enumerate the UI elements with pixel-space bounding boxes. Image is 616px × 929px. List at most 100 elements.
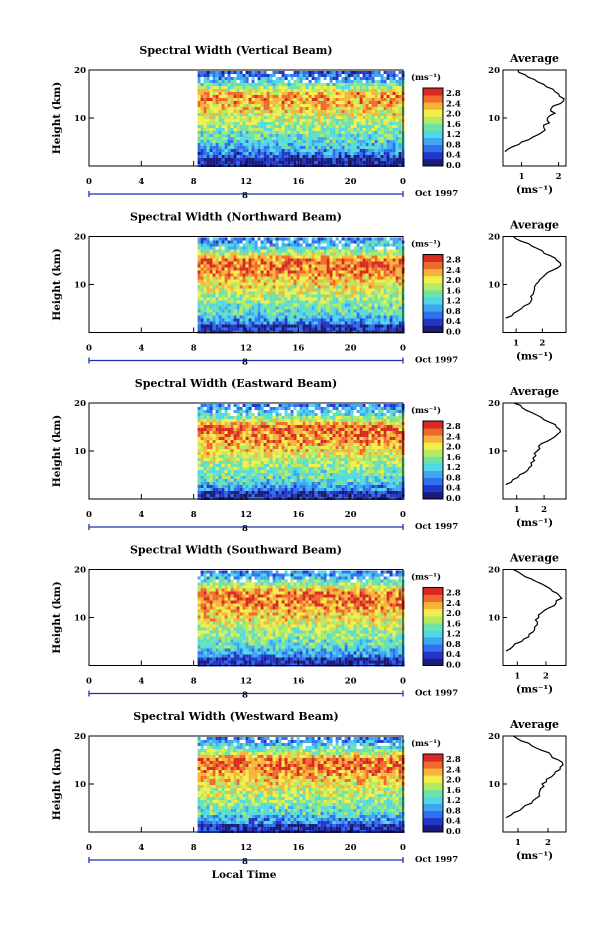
colorbar-tick-label: 2.0 (446, 609, 461, 619)
profile-title: Average (509, 52, 559, 65)
colorbar-band (423, 88, 443, 96)
colorbar-tick-label: 1.6 (446, 120, 461, 130)
colorbar-frame (422, 587, 444, 666)
xtick-label: 4 (138, 344, 144, 354)
colorbar-band (423, 144, 443, 153)
profile-title: Average (509, 718, 559, 731)
colorbar-frame (422, 87, 444, 167)
xtick-label: 4 (138, 843, 144, 853)
ytick-label: 10 (74, 780, 86, 790)
colorbar-unit: (ms⁻¹) (411, 239, 441, 250)
xtick-label: 0 (400, 344, 406, 354)
colorbar-tick-label: 2.8 (446, 422, 461, 432)
colorbar-tick-label: 2.0 (446, 443, 461, 453)
profile-ytick-label: 20 (488, 732, 500, 742)
beam-panel-5: Spectral Width (Westward Beam)1020Height… (51, 710, 567, 867)
colorbar-band (423, 449, 443, 457)
profile-xtick-label: 2 (545, 838, 551, 848)
colorbar-tick-label: 2.0 (446, 776, 461, 786)
profile-frame (502, 735, 567, 833)
xlabel-local-time: Local Time (212, 869, 277, 881)
colorbar-band (423, 484, 443, 493)
colorbar-tick-label: 2.4 (446, 432, 461, 442)
colorbar-band (423, 637, 443, 645)
xtick-label: 8 (191, 344, 197, 354)
colorbar-band (423, 789, 443, 797)
beam-panel-4: Spectral Width (Southward Beam)1020Heigh… (51, 544, 567, 701)
profile-xtick-label: 1 (519, 172, 525, 182)
colorbar-band (423, 491, 443, 500)
colorbar-band (423, 325, 443, 333)
colorbar-tick-label: 2.8 (446, 755, 461, 765)
date-label: Oct 1997 (415, 189, 458, 199)
colorbar-tick-label: 2.8 (446, 256, 461, 266)
colorbar-tick-label: 2.4 (446, 266, 461, 276)
colorbar-band (423, 290, 443, 298)
ytick-label: 10 (74, 447, 86, 457)
colorbar-tick-label: 1.6 (446, 286, 461, 296)
colorbar-band (423, 261, 443, 270)
colorbar-tick-label: 0.8 (446, 140, 461, 150)
colorbar-tick-label: 2.4 (446, 99, 461, 109)
colorbar-tick-label: 0.0 (446, 328, 461, 338)
colorbar-band (423, 95, 443, 103)
colorbar-band (423, 109, 443, 117)
colorbar-tick-label: 0.4 (446, 317, 461, 327)
colorbar-band (423, 137, 443, 146)
xtick-label: 0 (86, 843, 92, 853)
colorbar-tick-label: 1.2 (446, 463, 461, 473)
colorbar-band (423, 658, 443, 666)
xtick-label: 16 (292, 843, 304, 853)
profile-xlabel: (ms⁻¹) (516, 351, 553, 363)
colorbar-band (423, 623, 443, 631)
xtick-label: 0 (86, 677, 92, 687)
beam-panel-3: Spectral Width (Eastward Beam)1020Height… (51, 377, 567, 534)
colorbar-band (423, 311, 443, 319)
ylabel: Height (km) (51, 82, 63, 154)
heatmap-cells (197, 71, 405, 167)
date-label: Oct 1997 (415, 356, 458, 366)
xtick-label: 0 (400, 177, 406, 187)
colorbar-band (423, 254, 443, 262)
profile-title: Average (509, 219, 559, 232)
profile-ytick-label: 10 (488, 614, 500, 624)
profile-ytick-label: 20 (488, 233, 500, 243)
colorbar-tick-label: 0.8 (446, 473, 461, 483)
colorbar-band (423, 268, 443, 277)
profile-ytick-label: 10 (488, 114, 500, 124)
beam-panel-2: Spectral Width (Northward Beam)1020Heigh… (51, 211, 567, 368)
colorbar-band (423, 810, 443, 819)
colorbar-band (423, 456, 443, 464)
colorbar-band (423, 754, 443, 762)
colorbar-tick-label: 1.2 (446, 796, 461, 806)
colorbar-tick-label: 2.0 (446, 276, 461, 286)
profile-xtick-label: 2 (556, 172, 562, 182)
panel-title: Spectral Width (Westward Beam) (133, 710, 338, 723)
heatmap-cells (197, 404, 405, 500)
xtick-label: 4 (138, 177, 144, 187)
colorbar-band (423, 477, 443, 486)
xtick-label: 4 (138, 510, 144, 520)
colorbar-band (423, 463, 443, 471)
colorbar-tick-label: 0.8 (446, 307, 461, 317)
ylabel: Height (km) (51, 581, 63, 653)
colorbar-band (423, 651, 443, 659)
colorbar-tick-label: 0.0 (446, 827, 461, 837)
colorbar-tick-label: 2.4 (446, 765, 461, 775)
xtick-label: 12 (240, 843, 252, 853)
colorbar-tick-label: 0.8 (446, 806, 461, 816)
xtick-label: 0 (86, 510, 92, 520)
colorbar-unit: (ms⁻¹) (411, 572, 441, 583)
colorbar-tick-label: 2.8 (446, 589, 461, 599)
colorbar-unit: (ms⁻¹) (411, 72, 441, 83)
xtick-label: 8 (191, 510, 197, 520)
profile-ytick-label: 10 (488, 780, 500, 790)
colorbar-tick-label: 2.8 (446, 89, 461, 99)
colorbar-band (423, 775, 443, 783)
colorbar-frame (422, 420, 444, 500)
colorbar-band (423, 796, 443, 804)
colorbar-band (423, 130, 443, 138)
xtick-label: 16 (292, 510, 304, 520)
colorbar-band (423, 158, 443, 167)
